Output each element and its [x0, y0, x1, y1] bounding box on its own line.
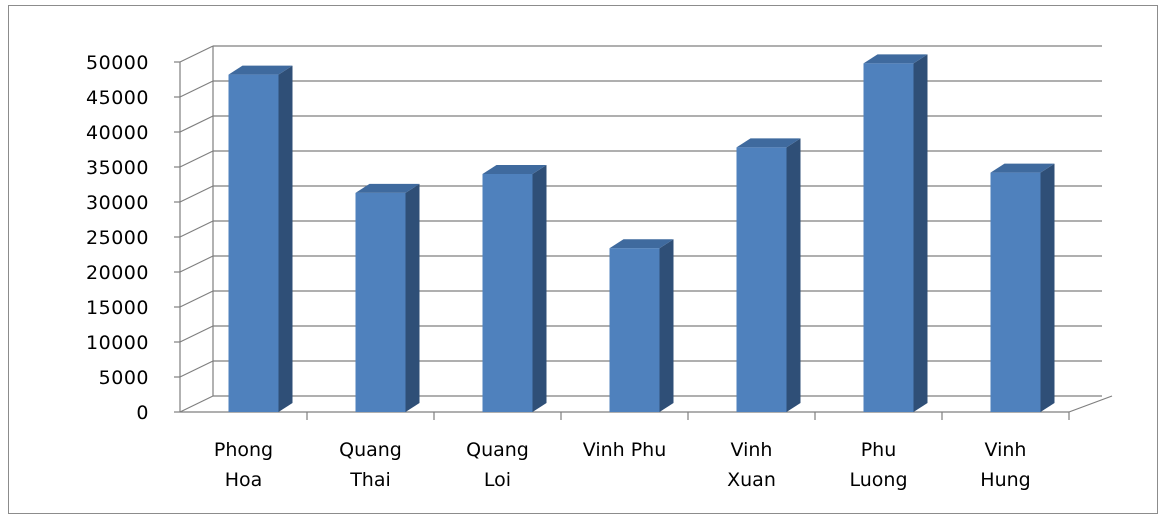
floor-edge [1068, 395, 1113, 413]
bar-side [1040, 163, 1055, 412]
y-tick-label: 35000 [86, 157, 149, 179]
x-tick-label: Vinh [985, 439, 1027, 461]
y-tick-label: 5000 [99, 367, 149, 389]
x-tick-label: Hoa [225, 469, 263, 491]
y-tick-label: 15000 [86, 297, 149, 319]
x-tick-label: Thai [349, 469, 391, 491]
x-tick-label: Quang [339, 439, 402, 461]
bar-top [990, 163, 1055, 173]
bar-chart: 0 5000 10000 15000 20000 25000 30000 35000 40000… [86, 45, 1113, 491]
gridline-diagonal [179, 255, 214, 273]
gridline-diagonal [179, 185, 214, 203]
x-tick-label: Xuan [727, 469, 776, 491]
y-tick-label: 45000 [86, 87, 149, 109]
bar [355, 192, 406, 412]
bar-side [532, 165, 547, 412]
gridline-diagonal [179, 220, 214, 238]
gridline-diagonal [179, 395, 214, 413]
y-tick-label: 40000 [86, 122, 149, 144]
bar-top [736, 138, 801, 148]
bars [228, 54, 1055, 413]
x-tick-labels: Phong Hoa Quang Thai Quang Loi Vinh Phu Vinh Xua… [214, 439, 1031, 491]
bar-side [405, 183, 420, 412]
x-tick-label: Loi [484, 469, 511, 491]
y-tick-label: 0 [136, 402, 149, 424]
bar [482, 174, 533, 412]
gridline-diagonal [179, 290, 214, 308]
y-tick-label: 25000 [86, 227, 149, 249]
y-tick-labels: 0 5000 10000 15000 20000 25000 30000 35000 40000… [86, 52, 149, 424]
gridline-diagonal [179, 115, 214, 133]
gridline-diagonal [179, 325, 214, 343]
bar [736, 147, 787, 412]
bar-top [355, 183, 420, 193]
y-tick-label: 20000 [86, 262, 149, 284]
gridline-diagonal [179, 80, 214, 98]
bar-side [659, 239, 674, 412]
x-tick-label: Vinh Phu [583, 439, 667, 461]
y-tick-label: 10000 [86, 332, 149, 354]
y-tick-label: 50000 [86, 52, 149, 74]
x-tick-label: Vinh [731, 439, 773, 461]
x-tick-label: Hung [980, 469, 1030, 491]
bar [228, 74, 279, 412]
bar-top [609, 239, 674, 249]
bar-side [913, 54, 928, 413]
y-tick-label: 30000 [86, 192, 149, 214]
gridline-diagonal [179, 360, 214, 378]
bar [609, 248, 660, 412]
bar-side [786, 138, 801, 412]
bar-top [482, 165, 547, 174]
bar-top [863, 54, 928, 64]
gridline-diagonal [179, 150, 214, 168]
bar-side [278, 65, 293, 412]
gridline-diagonal [179, 45, 214, 63]
x-tick-label: Quang [466, 439, 529, 461]
bar-top [228, 65, 293, 75]
bar [863, 63, 914, 413]
bar [990, 172, 1041, 412]
x-tick-label: Phong [214, 439, 273, 461]
x-tick-label: Phu [861, 439, 897, 461]
chart-frame: 0 5000 10000 15000 20000 25000 30000 35000 40000… [8, 5, 1158, 514]
x-tick-label: Luong [849, 469, 907, 491]
